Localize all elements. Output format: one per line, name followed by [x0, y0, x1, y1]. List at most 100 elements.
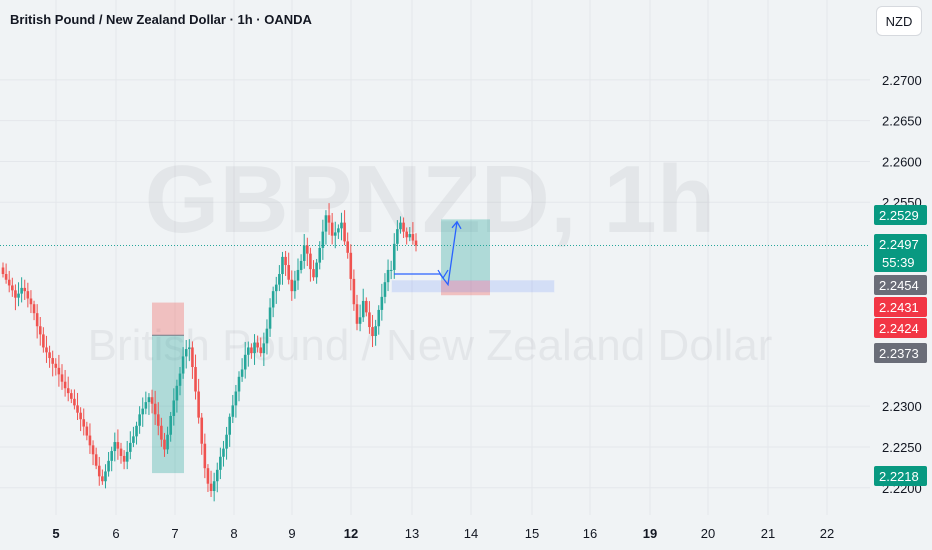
- candle: [184, 339, 188, 369]
- candle: [299, 254, 303, 274]
- price-label-entry: 2.2454: [874, 275, 927, 295]
- candle: [48, 345, 51, 368]
- new-position-target-zone[interactable]: [441, 219, 490, 281]
- candle: [389, 260, 393, 280]
- candle: [318, 241, 322, 270]
- candle: [402, 217, 405, 239]
- candle: [349, 244, 353, 291]
- candle: [302, 233, 306, 269]
- time-axis[interactable]: 5 6 7 8 9 12 13 14 15 16 19 20 21 22: [52, 526, 834, 541]
- candle: [278, 265, 281, 292]
- candle: [253, 334, 256, 365]
- candle: [243, 341, 247, 379]
- time-tick-label: 5: [52, 526, 59, 541]
- candle: [259, 337, 263, 357]
- candle: [1, 262, 5, 278]
- time-tick-label: 13: [405, 526, 419, 541]
- candle: [38, 316, 42, 346]
- candle: [312, 260, 315, 281]
- candle: [250, 343, 253, 359]
- price-label-low-mark: 2.2373: [874, 343, 927, 363]
- time-tick-label: 12: [344, 526, 358, 541]
- price-labels: 2.2529 2.2497 55:39 2.2454 2.2431 2.2424 2.237…: [874, 205, 927, 486]
- candle: [26, 282, 30, 308]
- candle: [268, 298, 272, 337]
- candle: [408, 227, 412, 242]
- candle: [352, 269, 356, 311]
- candle: [147, 393, 151, 415]
- candle: [371, 314, 374, 348]
- candle: [42, 327, 45, 353]
- candle: [265, 319, 269, 355]
- candle: [169, 411, 172, 442]
- candle: [14, 284, 17, 311]
- candle: [287, 252, 290, 285]
- candle: [337, 224, 340, 239]
- new-position-stop-zone[interactable]: [441, 280, 490, 296]
- candle: [315, 258, 318, 284]
- time-tick-label: 21: [761, 526, 775, 541]
- candle: [327, 203, 331, 235]
- candle: [191, 341, 194, 379]
- candle: [203, 433, 207, 479]
- time-tick-label: 6: [112, 526, 119, 541]
- candle: [104, 464, 107, 489]
- candle: [45, 335, 48, 363]
- candle: [346, 232, 349, 259]
- candle: [88, 423, 92, 454]
- candle: [361, 288, 365, 322]
- candle: [222, 440, 225, 467]
- price-tick-label: 2.2700: [882, 73, 922, 88]
- candle: [122, 450, 126, 470]
- candle: [290, 270, 294, 301]
- candle: [97, 456, 101, 486]
- candle: [175, 379, 179, 413]
- candle: [234, 384, 238, 418]
- candle: [125, 440, 129, 470]
- candle: [172, 388, 176, 426]
- candle: [181, 347, 185, 379]
- time-tick-label: 16: [583, 526, 597, 541]
- candle: [70, 389, 73, 404]
- candle: [256, 335, 259, 353]
- currency-button[interactable]: NZD: [876, 6, 922, 36]
- candle: [262, 332, 266, 366]
- position-drawings[interactable]: [0, 219, 870, 474]
- support-zone[interactable]: [391, 280, 555, 293]
- candle: [101, 469, 104, 485]
- time-tick-label: 15: [525, 526, 539, 541]
- candle: [29, 290, 33, 314]
- candle: [380, 283, 384, 321]
- candle: [247, 341, 250, 367]
- svg-text:2.2373: 2.2373: [879, 346, 919, 361]
- candle: [324, 210, 328, 245]
- price-label-stop-b: 2.2424: [874, 318, 927, 338]
- candle: [79, 407, 82, 432]
- arrow-drawings[interactable]: [394, 220, 462, 287]
- candle: [144, 391, 148, 415]
- candle: [91, 440, 95, 466]
- candle: [281, 251, 284, 285]
- time-tick-label: 19: [643, 526, 657, 541]
- candle: [51, 350, 54, 377]
- candle: [386, 259, 390, 292]
- candle: [405, 227, 408, 245]
- old-position-stop-zone[interactable]: [152, 302, 184, 336]
- candle: [82, 408, 86, 436]
- candle: [377, 305, 381, 335]
- candle: [110, 446, 113, 472]
- candle: [135, 421, 138, 445]
- candle: [57, 354, 61, 387]
- candle: [197, 378, 200, 424]
- watermark-description: British Pound / New Zealand Dollar: [88, 321, 773, 370]
- candle: [365, 297, 368, 317]
- candle: [240, 358, 244, 382]
- svg-text:2.2218: 2.2218: [879, 469, 919, 484]
- candle: [321, 219, 325, 260]
- candle: [150, 389, 154, 414]
- candle: [7, 270, 11, 293]
- candle: [284, 250, 287, 276]
- projection-arrow[interactable]: [394, 221, 458, 287]
- candle: [374, 319, 377, 346]
